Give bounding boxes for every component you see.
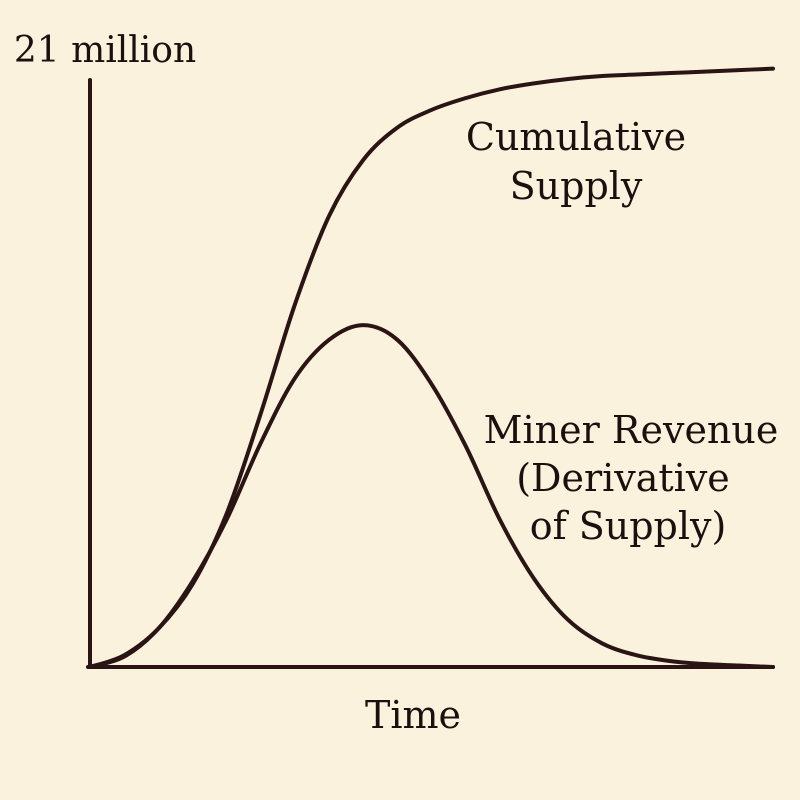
miner-revenue-line (88, 323, 775, 669)
cumulative-supply-label-line-2: Supply (510, 164, 643, 208)
cumulative-supply-label-line-1: Cumulative (466, 115, 686, 159)
miner-revenue-label-line-2: (Derivative (516, 456, 730, 500)
x-axis-label: Time (365, 693, 461, 737)
miner-revenue-label-line-3: of Supply) (530, 504, 727, 548)
series-group (88, 66, 775, 669)
axes-group (86, 78, 775, 669)
labels-group: 21 million Time Cumulative Supply Miner … (14, 30, 779, 737)
y-top-label: 21 million (14, 30, 196, 71)
miner-revenue-label-line-1: Miner Revenue (484, 408, 779, 452)
